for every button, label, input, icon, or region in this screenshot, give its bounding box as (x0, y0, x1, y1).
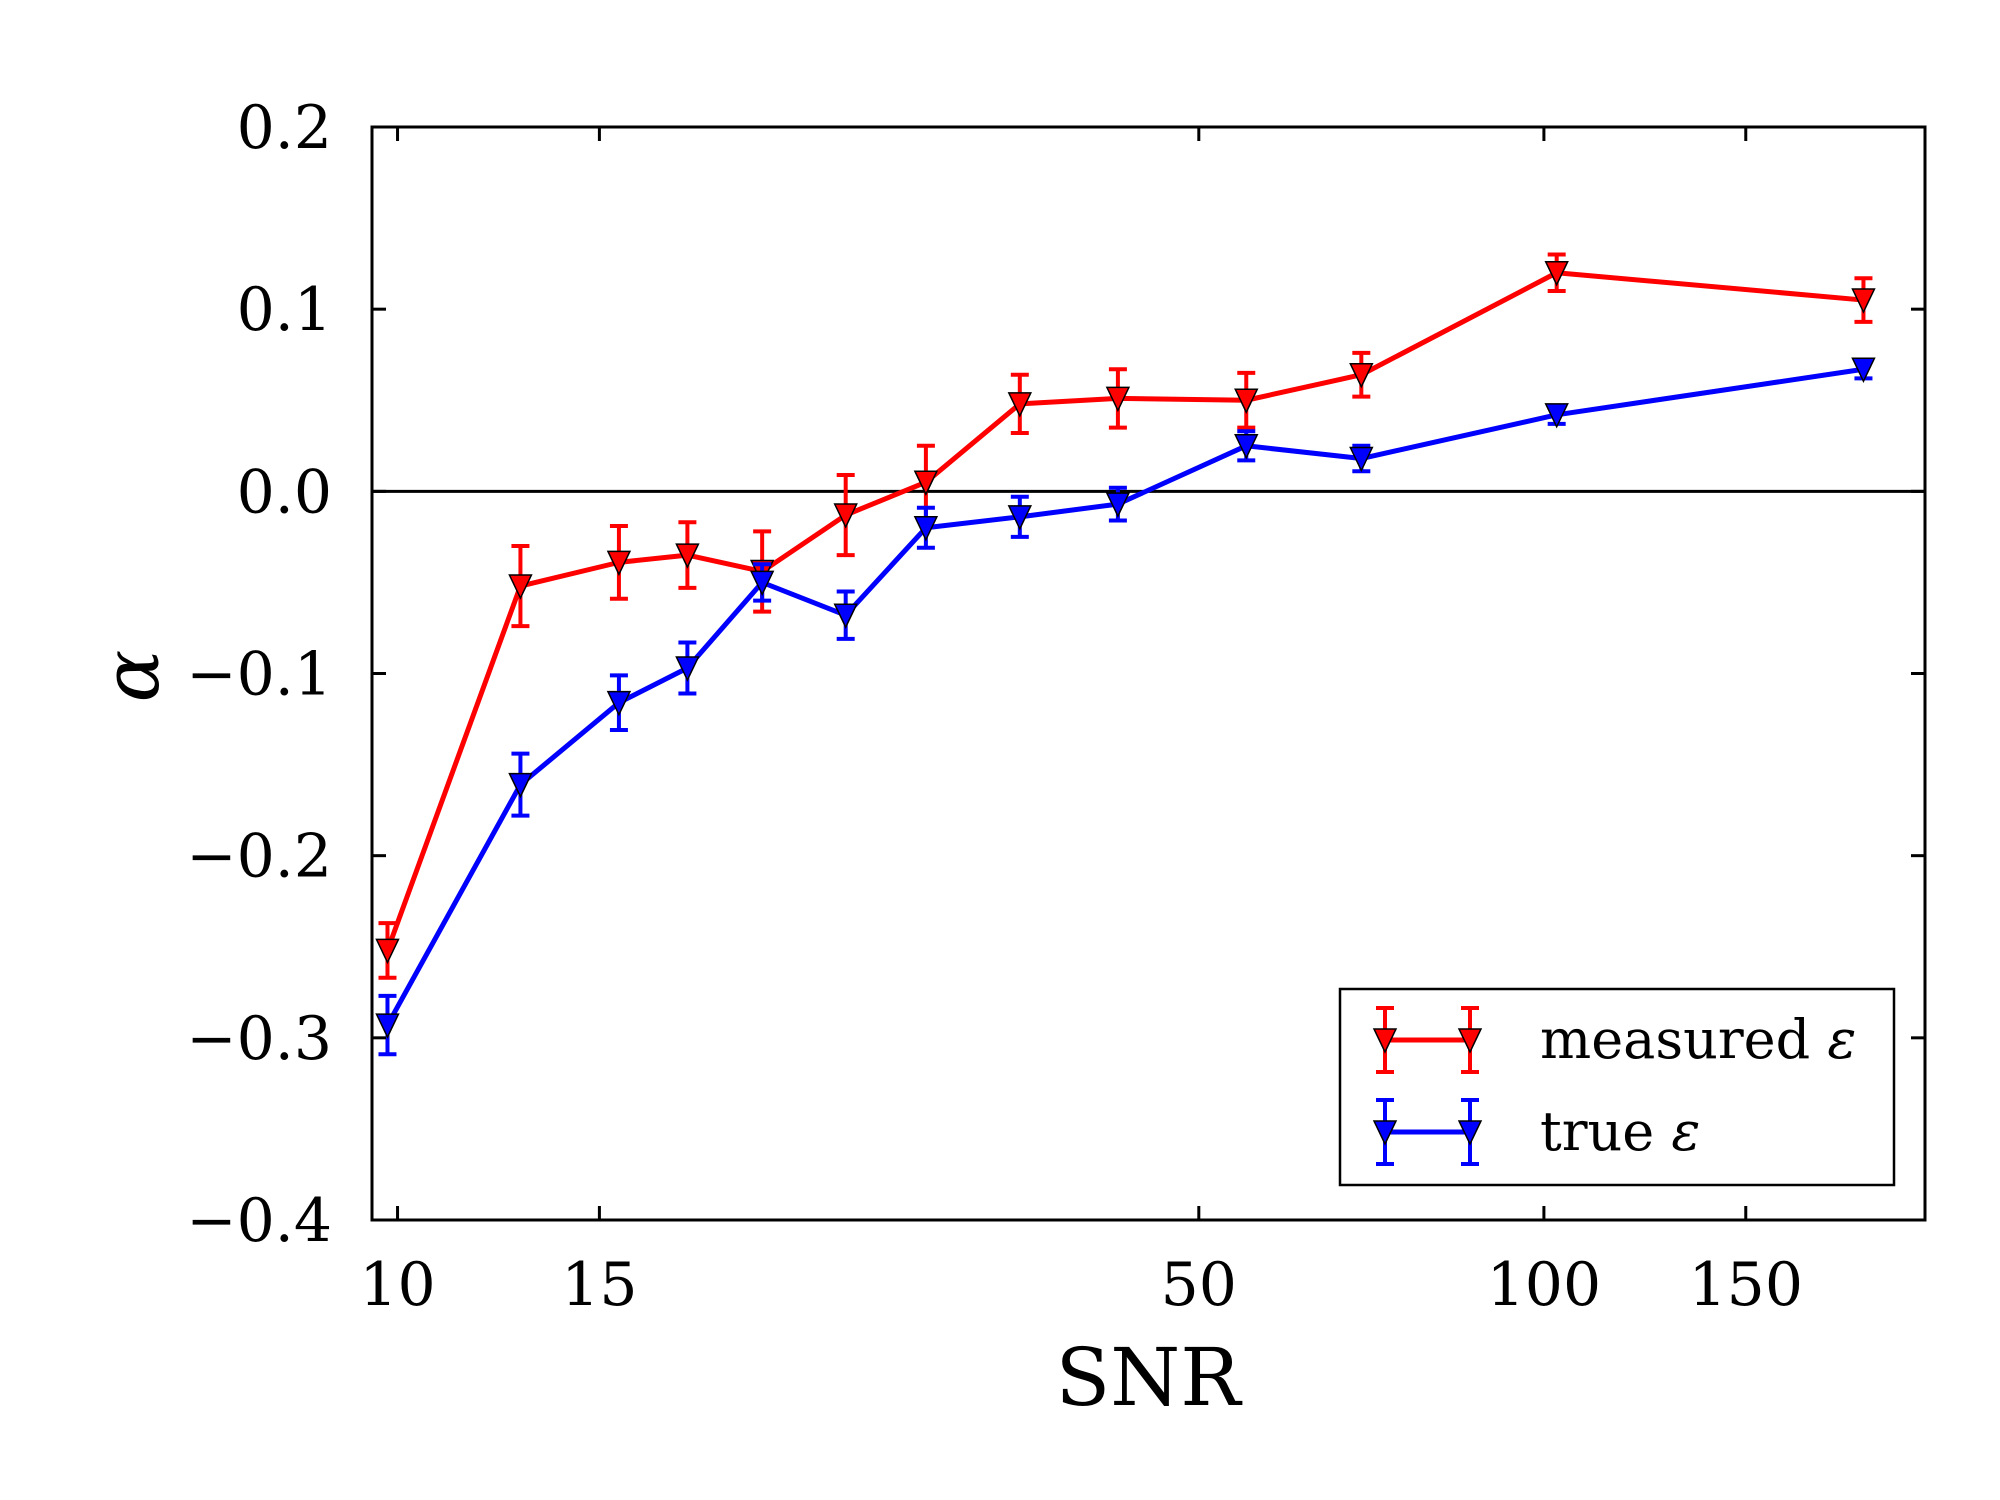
legend: measured ε true ε (1338, 987, 1896, 1187)
data-point (913, 516, 939, 542)
x-axis-label: SNR (1055, 1331, 1243, 1424)
data-point (1234, 434, 1259, 460)
y-tick-label: −0.1 (186, 640, 332, 710)
data-point (675, 656, 700, 682)
legend-marker (1372, 1120, 1398, 1146)
data-point (1105, 386, 1131, 413)
x-tick-label: 15 (561, 1250, 637, 1320)
data-point (675, 543, 700, 569)
y-tick-label: −0.3 (186, 1004, 332, 1074)
legend-symbols (1372, 1006, 1483, 1166)
x-tick-label: 10 (359, 1250, 435, 1320)
series-line-measured (385, 270, 1864, 952)
series-measured (375, 252, 1876, 980)
data-point (508, 772, 533, 799)
data-point (508, 574, 533, 600)
series-true (375, 357, 1876, 1057)
legend-label-true: true ε (1540, 1100, 1700, 1163)
data-point (833, 503, 858, 529)
legend-label-measured-symbol: ε (1827, 1008, 1856, 1071)
y-tick-label: −0.2 (186, 822, 332, 892)
legend-label-true-text: true (1540, 1100, 1654, 1163)
data-point (375, 1013, 400, 1039)
y-tick-label: 0.2 (237, 93, 332, 163)
data-point (1851, 357, 1876, 384)
data-point (606, 550, 632, 577)
data-point (913, 470, 939, 496)
y-tick-label: 0.0 (237, 457, 332, 527)
data-point (1544, 260, 1569, 287)
tick-layer: 0.2 0.1 0.0 −0.1 −0.2 −0.3 −0.4 10 15 50 100 150 (186, 93, 1925, 1320)
legend-marker (1457, 1028, 1483, 1054)
data-point (749, 570, 775, 597)
data-point (1544, 403, 1569, 429)
legend-label-measured-text: measured (1540, 1008, 1810, 1071)
data-point (375, 938, 400, 965)
data-point (1007, 505, 1033, 531)
data-point (1349, 362, 1374, 389)
legend-marker (1372, 1028, 1398, 1054)
y-tick-label: 0.1 (237, 275, 332, 345)
x-tick-label: 100 (1487, 1250, 1602, 1320)
series-line-true (385, 366, 1864, 1027)
legend-marker (1457, 1120, 1483, 1146)
data-point (1105, 492, 1131, 518)
y-tick-label: −0.4 (186, 1186, 332, 1256)
data-point (1851, 288, 1876, 314)
data-point (1007, 392, 1033, 418)
x-tick-label: 150 (1689, 1250, 1804, 1320)
data-point (833, 603, 858, 629)
legend-label-true-symbol: ε (1671, 1100, 1700, 1163)
y-axis-label: α (87, 650, 177, 703)
data-point (606, 690, 632, 717)
legend-box (1338, 987, 1896, 1187)
data-point (1234, 388, 1259, 414)
x-tick-label: 50 (1161, 1250, 1237, 1320)
legend-label-measured: measured ε (1540, 1008, 1856, 1071)
series-layer (375, 252, 1876, 1057)
data-point (1349, 446, 1374, 473)
